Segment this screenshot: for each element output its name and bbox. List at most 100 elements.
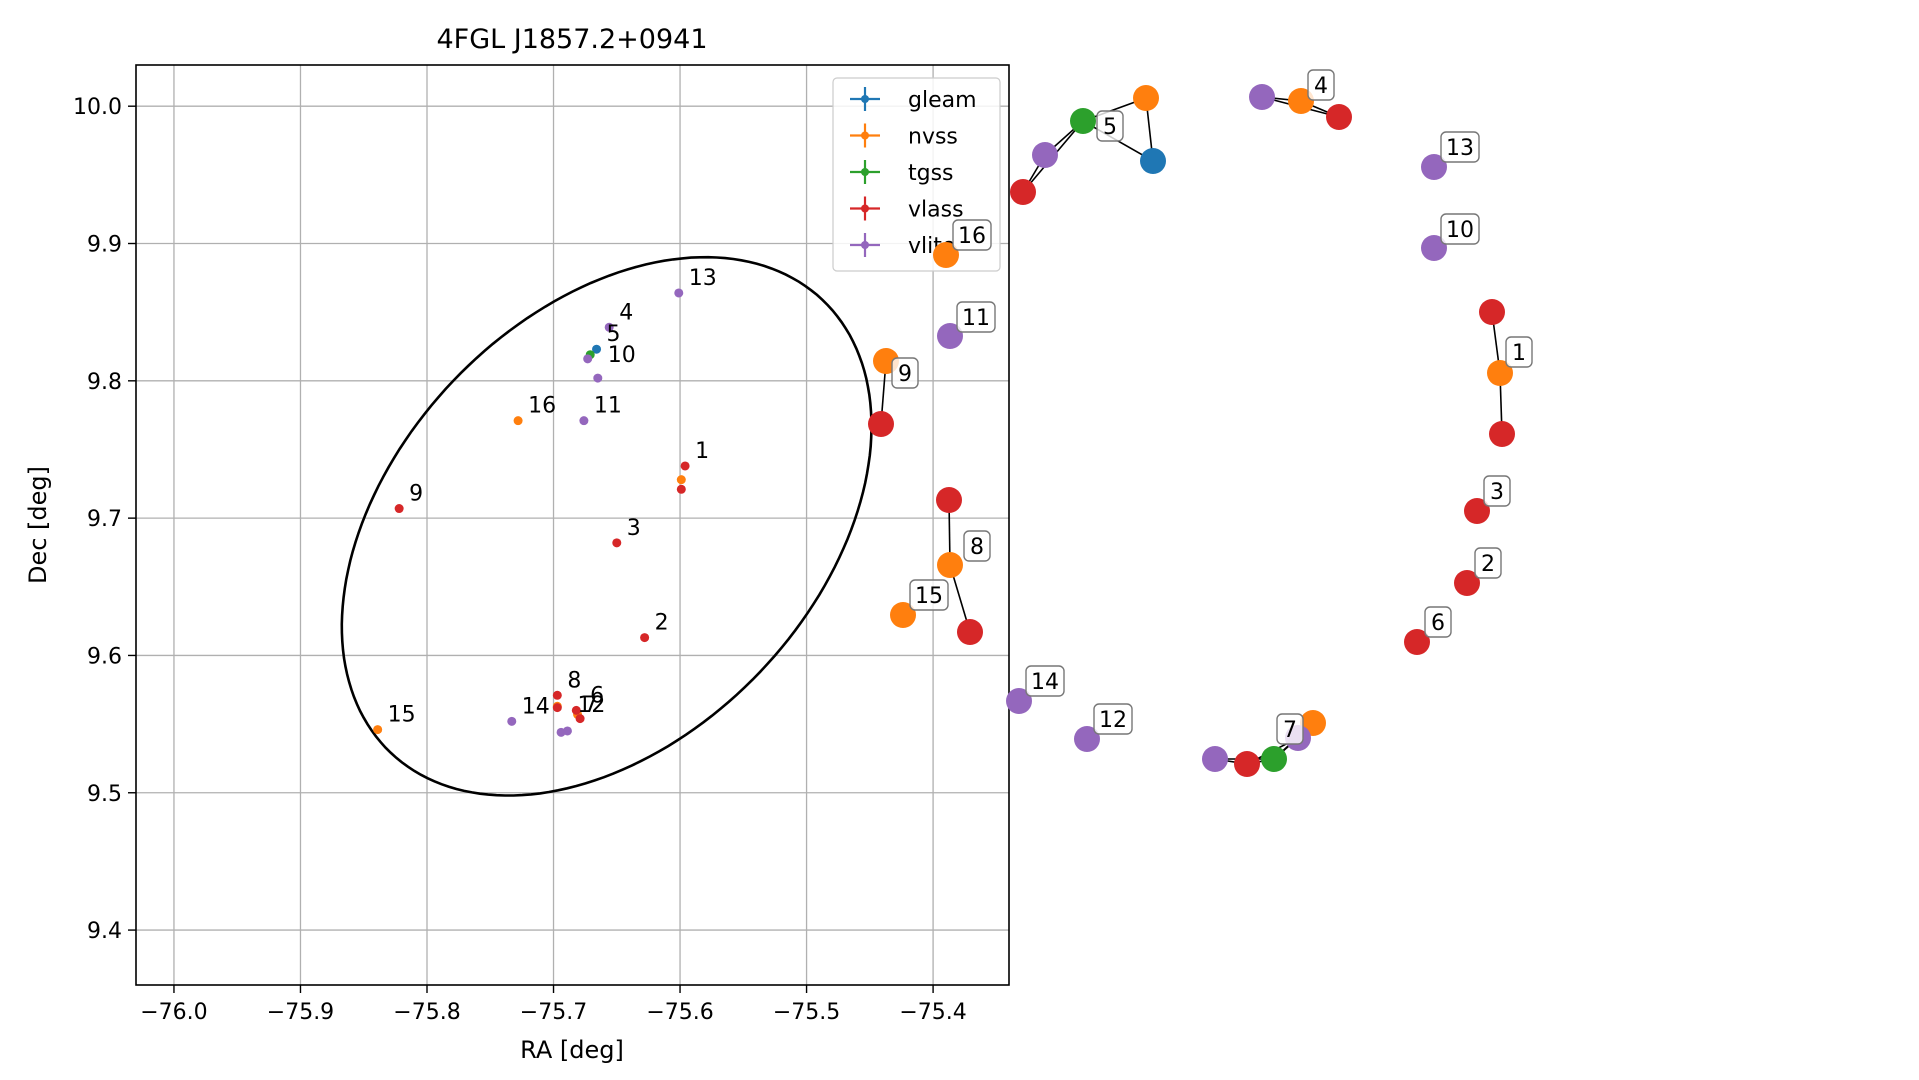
network-label-box xyxy=(1505,336,1533,368)
legend-swatch-dot xyxy=(861,95,869,103)
network-node-vlass xyxy=(1326,104,1352,130)
point-vlite xyxy=(593,373,603,383)
network-label-box xyxy=(1440,213,1480,245)
network-node-vlite xyxy=(1074,726,1100,752)
network-label: 14 xyxy=(1025,665,1065,697)
network-node-tgss xyxy=(1261,746,1287,772)
network-node-vlite xyxy=(1421,235,1447,261)
error-ellipse-layer xyxy=(340,255,873,797)
point-vlass xyxy=(680,461,690,471)
network-node-vlite xyxy=(1032,142,1058,168)
y-tick-label: 9.9 xyxy=(87,233,122,258)
point-vlass xyxy=(640,633,650,643)
network-node-vlass xyxy=(936,487,962,513)
network-node-tgss xyxy=(1070,108,1096,134)
legend-swatch-dot xyxy=(861,131,869,140)
point-label: 4 xyxy=(619,300,633,325)
network-node-vlite xyxy=(1421,154,1447,180)
legend-entry-nvss: nvss xyxy=(850,123,958,150)
network-label-text: 9 xyxy=(898,362,912,387)
point-vlite xyxy=(604,322,614,332)
network-label-box xyxy=(1474,547,1502,579)
point-vlass xyxy=(575,714,585,724)
point-gleam xyxy=(592,344,602,354)
network-node-vlite xyxy=(1249,84,1275,110)
y-ticks: 9.4 9.5 9.6 9.7 9.8 9.9 10.0 xyxy=(73,95,136,944)
network-label-text: 12 xyxy=(1099,708,1127,733)
point-label: 8 xyxy=(567,668,581,693)
network-label: 2 xyxy=(1474,547,1502,579)
network-label-box xyxy=(1424,606,1452,638)
network-label: 11 xyxy=(956,301,996,333)
network-label-text: 15 xyxy=(915,584,943,609)
network-label-text: 5 xyxy=(1103,115,1117,140)
network-label: 4 xyxy=(1307,69,1335,101)
plot-frame xyxy=(135,64,1010,986)
error-ellipse xyxy=(340,255,873,797)
y-tick-label: 9.8 xyxy=(87,370,122,395)
point-nvss xyxy=(676,475,686,485)
legend-label: nvss xyxy=(908,125,958,150)
legend-entry-vlass: vlass xyxy=(850,196,964,223)
point-vlass xyxy=(552,703,562,713)
point-vlass xyxy=(571,705,581,715)
point-label: 6 xyxy=(590,683,604,708)
x-tick-label: −75.4 xyxy=(899,1000,966,1025)
network-label: 15 xyxy=(909,579,949,611)
network-node-vlass xyxy=(1404,629,1430,655)
point-vlite xyxy=(579,416,589,426)
network-node-vlass xyxy=(957,619,983,645)
network-node-vlass xyxy=(1489,421,1515,447)
point-vlite xyxy=(562,726,572,736)
network-label: 9 xyxy=(891,357,919,389)
network-label-text: 3 xyxy=(1490,480,1504,505)
legend-label: vlass xyxy=(908,198,964,223)
x-ticks: −76.0 −75.9 −75.8 −75.7 −75.6 −75.5 −75.4 xyxy=(140,985,967,1025)
network-label-text: 11 xyxy=(962,306,990,331)
network-label-box xyxy=(891,357,919,389)
legend-entry-tgss: tgss xyxy=(850,160,954,186)
network-node-vlass xyxy=(1010,179,1036,205)
legend-label: tgss xyxy=(908,161,954,186)
network-label-text: 6 xyxy=(1431,611,1445,636)
network-label-box xyxy=(1307,69,1335,101)
network-label-text: 14 xyxy=(1031,670,1059,695)
network-node-nvss xyxy=(890,602,916,628)
x-tick-label: −75.5 xyxy=(773,1000,840,1025)
x-tick-label: −75.9 xyxy=(267,1000,334,1025)
y-axis-label: Dec [deg] xyxy=(24,466,52,584)
network-label: 16 xyxy=(952,219,992,251)
point-vlite xyxy=(507,716,517,726)
legend-swatch-dot xyxy=(861,204,869,213)
y-tick-label: 10.0 xyxy=(73,95,122,120)
network-label: 8 xyxy=(963,530,991,562)
network-node-vlite xyxy=(1006,688,1032,714)
point-label: 9 xyxy=(409,482,423,507)
network-node-vlass xyxy=(1454,570,1480,596)
network-node-vlass xyxy=(1479,299,1505,325)
point-vlite xyxy=(583,354,593,364)
point-nvss xyxy=(373,725,383,735)
network-nodes xyxy=(868,84,1515,777)
point-label: 3 xyxy=(627,516,641,541)
point-label: 14 xyxy=(522,694,550,719)
point-vlass xyxy=(612,538,622,548)
point-label: 1 xyxy=(695,439,709,464)
network-label: 12 xyxy=(1093,703,1133,735)
network-label-box xyxy=(1096,110,1124,142)
legend-entry-gleam: gleam xyxy=(850,87,977,113)
point-vlass xyxy=(394,504,404,514)
network-label: 1 xyxy=(1505,336,1533,368)
grid-x xyxy=(173,65,934,985)
network-label-text: 4 xyxy=(1314,74,1328,99)
network-node-nvss xyxy=(937,552,963,578)
x-tick-label: −76.0 xyxy=(140,1000,207,1025)
point-label: 7 xyxy=(584,693,598,718)
x-tick-label: −75.8 xyxy=(393,1000,460,1025)
y-tick-label: 9.7 xyxy=(87,507,122,532)
network-label-text: 7 xyxy=(1283,718,1297,743)
network-label: 7 xyxy=(1276,713,1304,745)
network-label-box xyxy=(952,219,992,251)
point-vlite xyxy=(674,288,684,298)
